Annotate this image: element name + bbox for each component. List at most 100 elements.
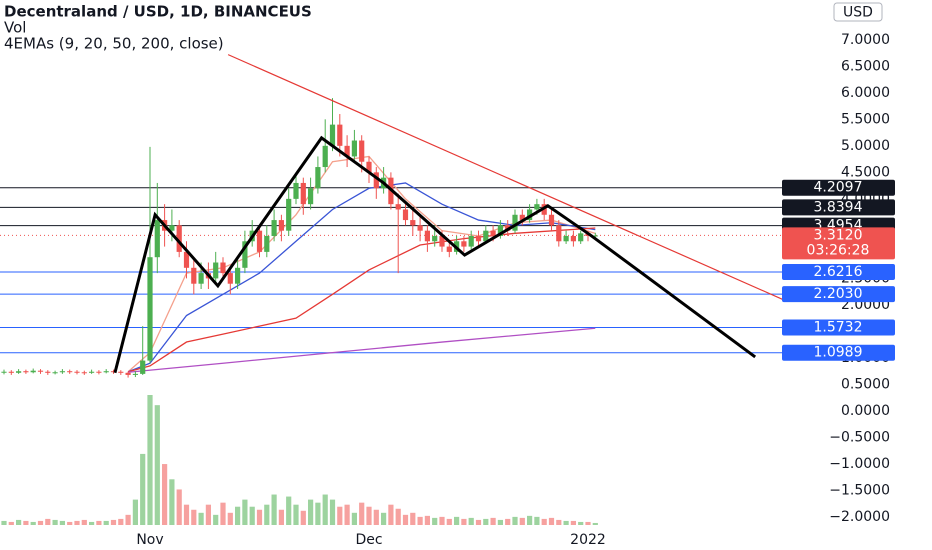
volume-bar bbox=[52, 519, 58, 525]
volume-bar bbox=[271, 494, 277, 525]
candle-body bbox=[410, 220, 416, 226]
candle-body bbox=[286, 198, 292, 231]
volume-bar bbox=[366, 506, 372, 525]
volume-bar bbox=[402, 514, 409, 525]
y-tick-label: 0.0000 bbox=[841, 403, 890, 419]
price-label-box bbox=[782, 227, 895, 260]
volume-bar bbox=[461, 518, 467, 525]
volume-bar bbox=[505, 518, 511, 525]
volume-bar bbox=[337, 506, 343, 525]
volume-bar bbox=[45, 518, 51, 525]
candle-body bbox=[256, 230, 263, 252]
currency[interactable]: USD bbox=[843, 5, 873, 21]
candle-body bbox=[446, 246, 452, 252]
candle-body bbox=[125, 372, 131, 375]
candle-body bbox=[278, 220, 284, 231]
candle-body bbox=[424, 230, 430, 242]
candle-body bbox=[59, 371, 65, 373]
price-label: 2.6216 bbox=[814, 264, 863, 280]
candle-body bbox=[213, 262, 219, 279]
candle-body bbox=[81, 372, 87, 374]
y-tick-label: −1.5000 bbox=[829, 483, 890, 499]
y-tick-label: −0.5000 bbox=[829, 430, 890, 446]
x-tick-label: Dec bbox=[355, 532, 382, 548]
volume-bar bbox=[140, 453, 146, 525]
volume-bar bbox=[475, 519, 482, 525]
candle-body bbox=[1, 371, 7, 373]
candle-body bbox=[344, 145, 350, 157]
volume-bar bbox=[59, 520, 65, 525]
volume-bar bbox=[344, 504, 350, 525]
candle-body bbox=[308, 188, 314, 205]
volume-bar bbox=[74, 520, 80, 525]
volume-bar bbox=[256, 509, 263, 525]
plot-area bbox=[0, 54, 785, 525]
volume-bar bbox=[308, 499, 314, 525]
price-label-box bbox=[782, 319, 895, 336]
y-tick-label: 5.0000 bbox=[841, 138, 890, 154]
volume-bar bbox=[293, 504, 299, 525]
volume-bar bbox=[242, 499, 248, 525]
volume-bar bbox=[439, 516, 445, 525]
volume-bar bbox=[548, 517, 555, 525]
candle-body bbox=[417, 225, 423, 231]
volume-bar bbox=[483, 518, 489, 525]
volume-bar bbox=[322, 494, 328, 525]
price-label: 2.2030 bbox=[814, 286, 863, 302]
volume-bar bbox=[329, 499, 336, 525]
candle-body bbox=[337, 124, 343, 146]
y-tick-label: 6.5000 bbox=[841, 58, 890, 74]
candle-body bbox=[183, 251, 190, 268]
price-label: 4.2097 bbox=[814, 180, 863, 196]
y-tick-label: −1.0000 bbox=[829, 456, 890, 472]
candle-body bbox=[37, 370, 44, 372]
candle-body bbox=[23, 371, 29, 373]
candle-body bbox=[52, 372, 58, 374]
currency-box[interactable] bbox=[833, 2, 883, 22]
candle-body bbox=[74, 371, 80, 373]
volume-bar bbox=[432, 517, 438, 525]
candle-body bbox=[512, 214, 518, 231]
price-label-box bbox=[782, 199, 895, 216]
candle-body bbox=[45, 371, 51, 373]
volume-bar bbox=[578, 521, 584, 525]
volume-bar bbox=[132, 499, 138, 525]
volume-bar bbox=[162, 464, 168, 525]
candle-body bbox=[264, 235, 270, 252]
volume-bar bbox=[169, 479, 175, 525]
trend-line bbox=[113, 135, 757, 374]
candle-body bbox=[592, 235, 598, 237]
volume-bar bbox=[373, 509, 379, 525]
volume-bar bbox=[220, 502, 226, 525]
candle-body bbox=[497, 225, 503, 236]
volume-bar bbox=[446, 518, 452, 525]
candle-body bbox=[578, 233, 584, 242]
volume-bar bbox=[417, 516, 423, 525]
candle-body bbox=[30, 370, 36, 373]
x-tick-label: 2022 bbox=[570, 532, 606, 548]
volume-bar bbox=[103, 520, 109, 525]
price-label-box bbox=[782, 263, 895, 280]
volume-bar bbox=[118, 518, 124, 525]
x-tick-label: Nov bbox=[136, 532, 163, 548]
volume-bar bbox=[89, 521, 95, 525]
y-tick-label: 6.0000 bbox=[841, 85, 890, 101]
candle-body bbox=[366, 161, 372, 173]
volume-bar bbox=[227, 512, 233, 525]
volume-bar bbox=[541, 518, 547, 525]
countdown: 03:26:28 bbox=[807, 242, 870, 258]
volume-bar bbox=[351, 512, 357, 525]
candle-body bbox=[322, 145, 328, 168]
volume-bar bbox=[96, 520, 102, 525]
volume-bar bbox=[110, 519, 117, 525]
volume-bar bbox=[563, 520, 569, 525]
y-tick-label: 0.5000 bbox=[841, 376, 890, 392]
volume-bar bbox=[424, 515, 430, 525]
candle-body bbox=[475, 235, 482, 242]
volume-bar bbox=[585, 521, 591, 525]
volume-bar bbox=[395, 508, 401, 525]
y-tick-label: 5.5000 bbox=[841, 111, 890, 127]
volume-bar bbox=[16, 519, 22, 525]
volume-bar bbox=[286, 496, 292, 525]
